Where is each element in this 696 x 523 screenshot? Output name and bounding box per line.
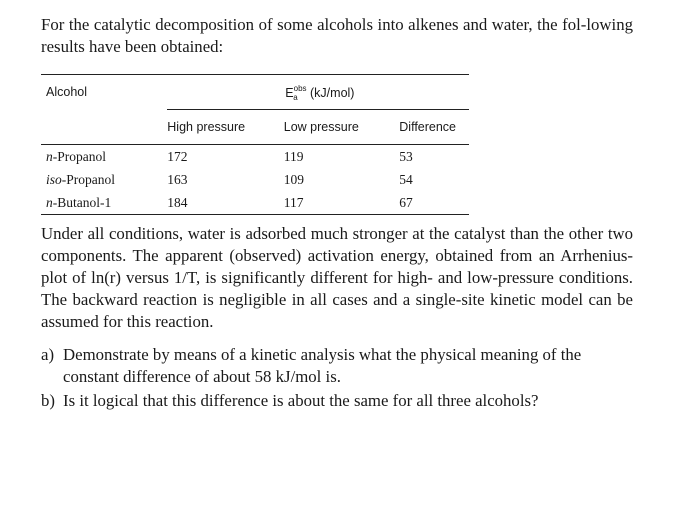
difference-value: 67 [399,191,469,215]
header-low-pressure: Low pressure [283,109,400,145]
header-activation-energy: Eobs a (kJ/mol) [167,74,469,110]
body-paragraph: Under all conditions, water is adsorbed … [41,224,633,331]
low-pressure-value: 117 [283,191,400,215]
header-high-pressure: High pressure [167,109,284,145]
question-label: b) [41,391,55,410]
question-list: a) Demonstrate by means of a kinetic ana… [41,344,633,412]
table-row: n-Propanol 172 119 53 [41,144,469,168]
document-page: For the catalytic decomposition of some … [41,14,633,414]
activation-energy-unit: (kJ/mol) [310,86,355,100]
difference-value: 53 [399,144,469,168]
high-pressure-value: 163 [167,171,188,187]
list-item: b) Is it logical that this difference is… [41,390,633,412]
intro-paragraph: For the catalytic decomposition of some … [41,15,633,56]
question-text: Demonstrate by means of a kinetic analys… [63,345,582,386]
activation-energy-symbol: Eobs a [285,84,307,102]
list-item: a) Demonstrate by means of a kinetic ana… [41,344,633,388]
low-pressure-value: 119 [283,144,400,168]
activation-energy-table: Alcohol Eobs a (kJ/mol) High pressure Low… [41,74,469,215]
high-pressure-value: 172 [167,144,284,168]
alcohol-name: iso-Propanol [46,171,116,187]
question-text: Is it logical that this difference is ab… [63,391,539,410]
alcohol-name: n-Propanol [41,144,168,168]
header-difference: Difference [399,109,469,145]
question-label: a) [41,345,55,364]
low-pressure-value: 109 [283,171,305,187]
table-row: n-Butanol-1 184 117 67 [41,191,469,215]
high-pressure-value: 184 [167,191,284,215]
table-row: iso-Propanol 163 109 54 [41,168,469,191]
table-subheader-row: High pressure Low pressure Difference [41,109,469,145]
header-alcohol: Alcohol [41,74,168,110]
difference-value: 54 [399,171,413,187]
alcohol-name: n-Butanol-1 [41,191,168,215]
table-header-row: Alcohol Eobs a (kJ/mol) [41,74,469,110]
